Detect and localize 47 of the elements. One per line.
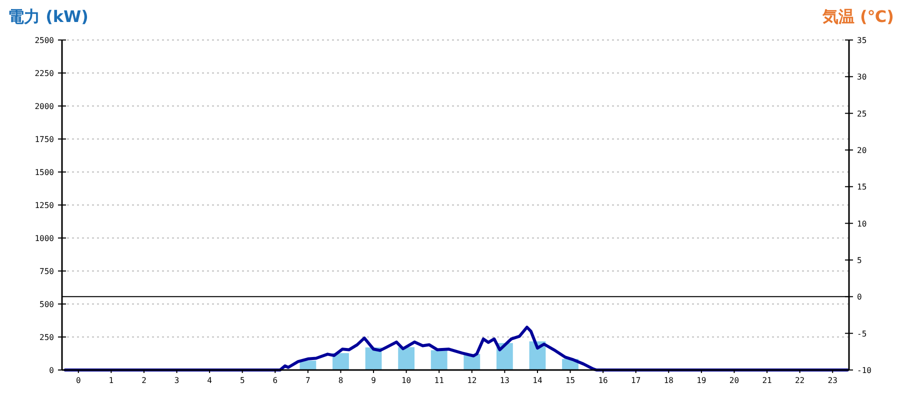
y2-tick-label: 5	[857, 256, 862, 265]
y-tick-label: 500	[40, 300, 54, 309]
y-tick-label: 1750	[34, 135, 54, 144]
x-tick-label: 8	[338, 376, 344, 385]
y2-axis-title: 気温 (℃)	[821, 7, 894, 26]
y-tick-label: 0	[49, 366, 54, 375]
x-tick-label: 18	[664, 376, 674, 385]
y2-tick-label: -10	[857, 366, 872, 375]
x-tick-label: 9	[371, 376, 376, 385]
x-tick-label: 16	[598, 376, 608, 385]
x-tick-label: 3	[174, 376, 180, 385]
y2-tick-label: 20	[857, 146, 867, 155]
y2-tick-label: 10	[857, 219, 867, 228]
y-tick-label: 2500	[34, 36, 54, 45]
x-tick-label: 12	[467, 376, 477, 385]
y2-tick-label: -5	[857, 329, 867, 338]
x-tick-label: 22	[794, 376, 805, 385]
y2-tick-label: 15	[857, 182, 867, 192]
x-tick-label: 15	[565, 376, 576, 385]
y2-tick-label: 35	[857, 36, 867, 45]
x-tick-label: 21	[762, 376, 772, 385]
x-tick-label: 11	[434, 376, 444, 385]
x-tick-label: 4	[207, 376, 212, 385]
y2-tick-label: 25	[857, 109, 867, 118]
x-tick-label: 7	[306, 376, 311, 385]
y-tick-label: 1250	[34, 201, 54, 210]
y-axis-title: 電力 (kW)	[8, 7, 88, 26]
y-tick-label: 2250	[34, 69, 54, 78]
x-tick-label: 23	[828, 376, 838, 385]
x-tick-label: 20	[729, 376, 740, 385]
y-tick-label: 2000	[34, 102, 54, 111]
y-tick-label: 750	[40, 267, 54, 276]
x-tick-label: 6	[272, 376, 278, 385]
y-tick-label: 1000	[34, 234, 54, 243]
x-tick-label: 1	[108, 376, 114, 385]
y-tick-label: 250	[40, 333, 54, 342]
y2-tick-label: 0	[857, 292, 862, 302]
x-tick-label: 10	[401, 376, 412, 385]
y2-tick-label: 30	[857, 72, 867, 82]
x-tick-label: 2	[142, 376, 147, 385]
y-tick-label: 1500	[34, 168, 54, 177]
x-tick-label: 5	[240, 376, 245, 385]
x-tick-label: 19	[696, 376, 706, 385]
x-tick-label: 0	[76, 376, 81, 385]
x-tick-label: 13	[500, 376, 510, 385]
x-tick-label: 14	[532, 376, 542, 385]
x-tick-label: 17	[631, 376, 641, 385]
